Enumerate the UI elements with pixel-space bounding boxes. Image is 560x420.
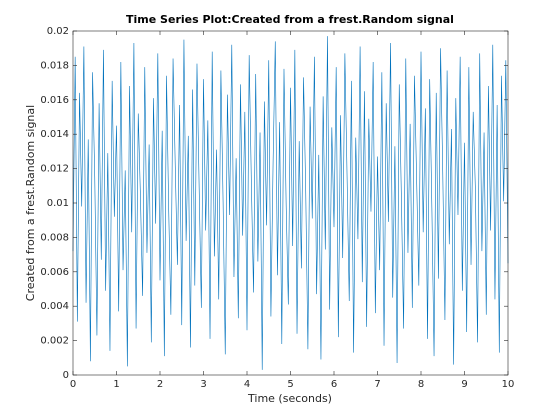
x-tick-label: 0	[70, 379, 76, 390]
y-tick-label: 0.002	[40, 336, 69, 347]
x-tick-label: 3	[200, 379, 206, 390]
x-axis-label: Time (seconds)	[247, 392, 332, 405]
y-tick-label: 0.008	[40, 232, 69, 243]
x-tick-label: 1	[113, 379, 119, 390]
y-tick-label: 0.004	[40, 301, 69, 312]
y-tick-label: 0.01	[47, 198, 69, 209]
y-tick-label: 0.014	[40, 129, 69, 140]
x-tick-label: 8	[418, 379, 424, 390]
chart-title: Time Series Plot:Created from a frest.Ra…	[126, 13, 454, 26]
x-tick-label: 4	[244, 379, 250, 390]
y-tick-label: 0.02	[47, 26, 69, 37]
data-line	[72, 36, 509, 370]
y-tick-label: 0.012	[40, 164, 69, 175]
y-tick-label: 0.006	[40, 267, 69, 278]
y-axis-label: Created from a frest.Random signal	[24, 105, 37, 301]
x-tick-label: 10	[502, 379, 515, 390]
y-tick-label: 0.016	[40, 95, 69, 106]
x-tick-label: 5	[287, 379, 293, 390]
y-tick-label: 0	[63, 370, 69, 381]
x-tick-label: 2	[157, 379, 163, 390]
x-tick-label: 9	[461, 379, 467, 390]
y-tick-label: 0.018	[40, 60, 69, 71]
x-tick-label: 7	[374, 379, 380, 390]
x-tick-label: 6	[331, 379, 337, 390]
